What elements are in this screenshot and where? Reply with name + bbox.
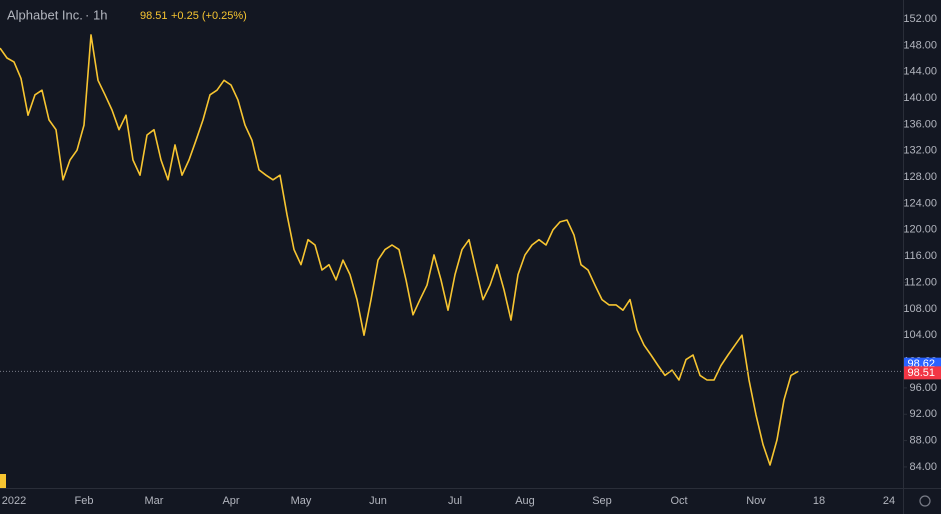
header-change: +0.25 (+0.25%) [171,10,247,22]
x-tick-label: Apr [222,495,239,507]
symbol-name[interactable]: Alphabet Inc. [7,7,83,22]
x-tick-label: Nov [746,495,766,507]
x-tick-label: 24 [883,495,895,507]
y-tick-label: 96.00 [909,382,937,394]
y-tick-label: 84.00 [909,461,937,473]
price-line [0,34,799,466]
separator: · [85,7,89,22]
settings-icon[interactable] [919,495,931,507]
y-tick-label: 136.00 [903,118,937,130]
y-tick-label: 92.00 [909,408,937,420]
x-tick-label: Mar [145,495,164,507]
x-tick-label: Sep [592,495,612,507]
y-tick-label: 120.00 [903,224,937,236]
y-tick-label: 88.00 [909,434,937,446]
interval[interactable]: 1h [93,7,107,22]
x-tick-label: 2022 [2,495,26,507]
y-tick-label: 144.00 [903,66,937,78]
last-price-label: 98.51 [907,367,935,379]
y-tick-label: 152.00 [903,13,937,25]
x-tick-label: 18 [813,495,825,507]
x-tick-label: Feb [75,495,94,507]
y-tick-label: 112.00 [904,276,937,288]
x-tick-label: May [291,495,312,507]
x-tick-label: Jun [369,495,387,507]
y-tick-label: 140.00 [903,92,937,104]
y-tick-label: 148.00 [903,39,937,51]
x-tick-label: Oct [670,495,687,507]
y-tick-label: 132.00 [903,145,937,157]
y-tick-label: 104.00 [903,329,937,341]
y-tick-label: 128.00 [903,171,937,183]
y-tick-label: 108.00 [903,303,937,315]
x-tick-label: Jul [448,495,462,507]
header-price: 98.51 [140,10,168,22]
last-price-box [904,366,941,380]
x-tick-label: Aug [515,495,535,507]
y-tick-label: 124.00 [903,197,937,209]
y-tick-label: 116.00 [904,250,937,262]
logo[interactable] [0,474,6,488]
